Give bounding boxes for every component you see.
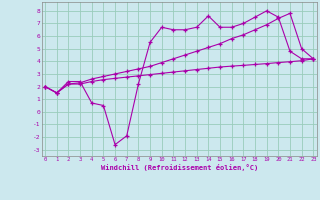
X-axis label: Windchill (Refroidissement éolien,°C): Windchill (Refroidissement éolien,°C) (100, 164, 258, 171)
